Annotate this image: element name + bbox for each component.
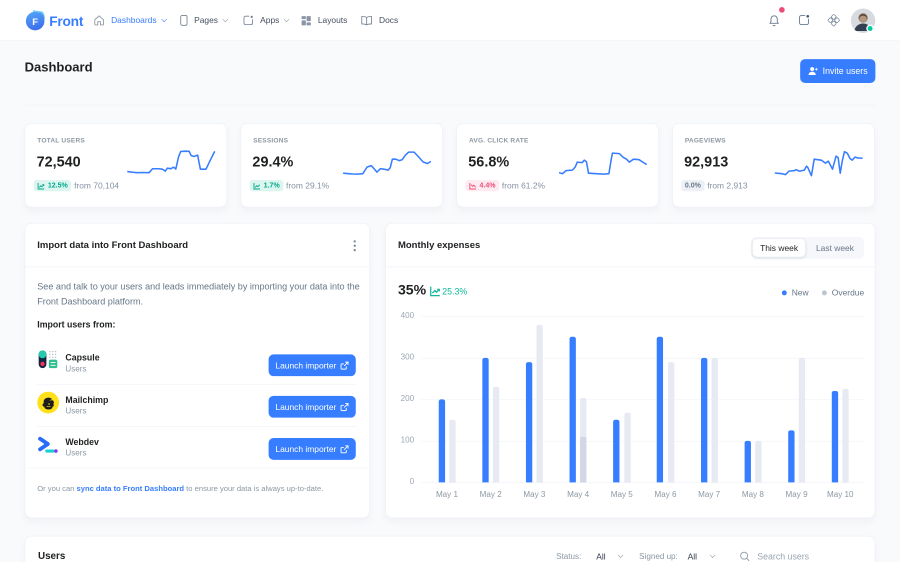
svg-text:F: F — [32, 17, 38, 28]
